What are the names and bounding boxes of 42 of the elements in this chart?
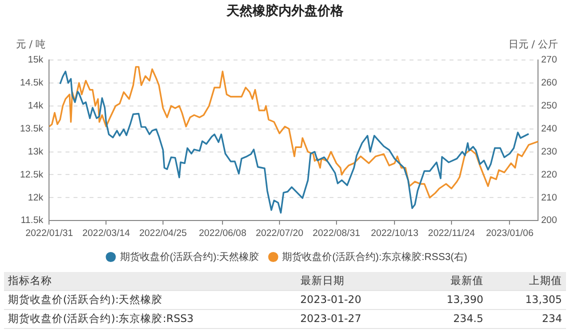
chart-title: 天然橡胶内外盘价格 <box>225 2 344 21</box>
x-tick-label: 2022/07/20 <box>256 228 304 239</box>
text: 指标名称 <box>4 272 296 290</box>
text: 234 <box>487 310 566 328</box>
x-tick-label: 2023/01/06 <box>486 228 534 239</box>
y-tick-label: 14.5k <box>20 78 44 89</box>
y2-tick-label: 230 <box>541 146 558 158</box>
y-tick-label: 13k <box>28 146 44 158</box>
y-tick-label: 13.5k <box>20 123 44 134</box>
text: 最新值 <box>408 272 488 290</box>
x-tick-label: 2022/11/24 <box>428 228 475 239</box>
text: 13,390 <box>408 290 488 310</box>
text: 13,305 <box>487 290 566 310</box>
text: 最新日期 <box>296 272 409 290</box>
y-tick-label: 15k <box>28 54 44 66</box>
legend-label: 期货收盘价(活跃合约):天然橡胶 <box>120 250 260 263</box>
y-tick-label: 11.5k <box>20 215 44 226</box>
y2-tick-label: 240 <box>541 123 558 134</box>
text: 期货收盘价(活跃合约):东京橡胶:RSS3 <box>4 310 296 328</box>
y2-tick-label: 210 <box>541 192 558 204</box>
x-tick-label: 2022/03/14 <box>82 228 130 239</box>
x-tick-label: 2022/04/25 <box>139 228 187 239</box>
legend-label: 期货收盘价(活跃合约):东京橡胶:RSS3(右) <box>282 250 468 263</box>
y-tick-label: 14k <box>28 100 44 112</box>
x-tick-label: 2022/10/13 <box>370 228 418 239</box>
text: 2023-01-27 <box>296 310 409 328</box>
y2-tick-label: 200 <box>541 215 558 226</box>
x-tick-label: 2022/01/31 <box>25 228 74 239</box>
y-axis-title: 元 / 吨 <box>16 38 46 51</box>
text: 234.5 <box>408 310 488 328</box>
y2-tick-label: 260 <box>541 78 558 89</box>
y2-tick-label: 250 <box>541 100 558 112</box>
text: 上期值 <box>487 272 566 290</box>
y2-axis-title: 日元 / 公斤 <box>508 38 558 51</box>
x-tick-label: 2022/08/31 <box>312 228 360 239</box>
y-tick-label: 12.5k <box>20 169 44 180</box>
y2-tick-label: 220 <box>541 169 558 180</box>
y2-tick-label: 270 <box>541 54 558 66</box>
y-tick-label: 12k <box>28 192 44 204</box>
text: 期货收盘价(活跃合约):天然橡胶 <box>4 290 296 310</box>
x-tick-label: 2022/06/08 <box>198 228 246 239</box>
text: 2023-01-20 <box>296 290 409 310</box>
